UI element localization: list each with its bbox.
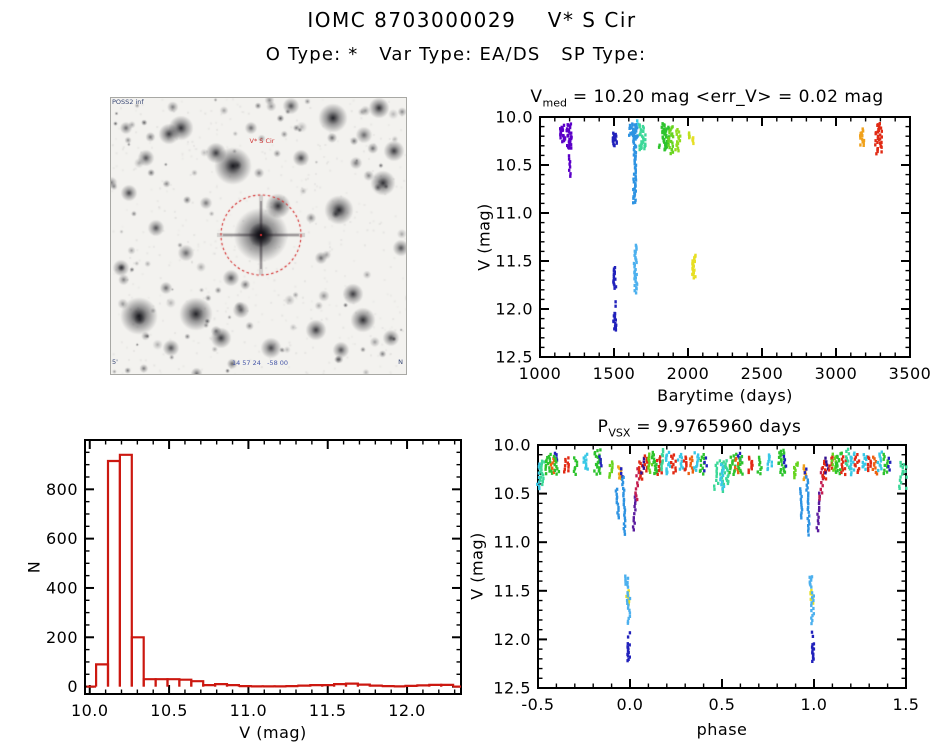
- histogram-bar: [202, 684, 217, 687]
- histogram-bar: [428, 683, 443, 687]
- x-tick-label: 3500: [889, 364, 932, 383]
- histogram-ylabel: N: [24, 560, 44, 574]
- histogram-bar: [356, 683, 371, 687]
- histogram-bar: [309, 684, 324, 687]
- x-tick-label: 12.0: [388, 701, 426, 720]
- x-tick-label: 11.0: [230, 701, 268, 720]
- y-tick-label: 11.0: [495, 204, 533, 223]
- histogram-bar: [380, 685, 395, 688]
- histogram-xlabel: V (mag): [239, 723, 307, 742]
- axis-frame: 10.0 10.5 11.0 11.5 12.0 0 200 400 600 800: [46, 439, 462, 720]
- x-tick-label: 10.0: [71, 701, 109, 720]
- x-tick-label: 1000: [519, 364, 562, 383]
- x-tick-label: -0.5: [521, 695, 554, 714]
- finder-orientation-label: N: [398, 358, 403, 366]
- y-tick-label: 12.0: [493, 630, 531, 649]
- histogram-bars: [86, 453, 461, 688]
- finder-chart-image: [110, 97, 407, 375]
- y-tick-label: 12.5: [493, 679, 531, 698]
- histogram-bar: [225, 684, 240, 687]
- lightcurve-ylabel: V (mag): [474, 203, 494, 271]
- finder-coords-label: 14 57 24 -58 00: [231, 359, 289, 367]
- page-subtitle: O Type: * Var Type: EA/DS SP Type:: [265, 44, 647, 65]
- x-tick-label: 1.5: [893, 695, 920, 714]
- histogram-bar: [297, 684, 312, 687]
- histogram-plot: 10.0 10.5 11.0 11.5 12.0 0 200 400 600 800: [46, 439, 462, 720]
- x-tick-label: 0.0: [617, 695, 644, 714]
- lightcurve-title-rest: = 10.20 mag <err_V> = 0.02 mag: [566, 87, 884, 107]
- y-tick-label: 800: [46, 480, 78, 499]
- y-tick-label: 10.0: [493, 436, 531, 455]
- histogram-bar: [154, 678, 169, 687]
- data-points: [559, 119, 883, 332]
- histogram-bar: [237, 685, 252, 688]
- finder-scale-label: 5': [112, 358, 118, 366]
- histogram-bar: [416, 684, 431, 687]
- lightcurve-title: Vmed = 10.20 mag <err_V> = 0.02 mag: [470, 87, 944, 109]
- axis-frame: -0.5 0.0 0.5 1.0 1.5 10.0 10.5 11.0 11.5 12.0 12.5: [493, 436, 919, 715]
- lightcurve-title-sub: med: [542, 96, 567, 110]
- data-points: [536, 447, 908, 663]
- y-tick-label: 11.5: [493, 581, 531, 600]
- histogram-bar: [178, 678, 193, 687]
- y-tick-label: 200: [46, 628, 78, 647]
- histogram-bar: [440, 683, 455, 687]
- y-tick-label: 11.5: [495, 252, 533, 271]
- x-tick-label: 3000: [815, 364, 858, 383]
- histogram-bar: [130, 636, 145, 687]
- histogram-bar: [344, 682, 359, 687]
- y-tick-label: 400: [46, 578, 78, 597]
- page-title: IOMC 8703000029 V* S Cir: [307, 8, 637, 32]
- finder-target-label: V* S Cir: [249, 137, 275, 145]
- y-tick-label: 600: [46, 529, 78, 548]
- x-tick-label: 11.5: [309, 701, 347, 720]
- phase-plot: -0.5 0.0 0.5 1.0 1.5 10.0 10.5 11.0 11.5 12.0 12.5: [493, 436, 919, 715]
- finder-chart: POSS2 inf V* S Cir 14 57 24 -58 00 5' N: [110, 97, 407, 375]
- phase-title: PVSX = 9.9765960 days: [455, 417, 944, 439]
- histogram-bar: [118, 453, 133, 687]
- phase-xlabel: phase: [696, 720, 748, 739]
- histogram-bar: [404, 684, 419, 687]
- y-tick-label: 10.0: [495, 108, 533, 127]
- histogram-bar: [142, 678, 157, 687]
- x-tick-label: 0.5: [709, 695, 736, 714]
- x-tick-label: 1.0: [801, 695, 828, 714]
- phase-ylabel: V (mag): [467, 532, 487, 600]
- phase-title-rest: = 9.9765960 days: [630, 417, 802, 437]
- histogram-bar: [106, 459, 121, 687]
- finder-survey-label: POSS2 inf: [112, 98, 144, 106]
- axis-frame: 1000 1500 2000 2500 3000 3500 10.0 10.5 11.0 11.5…: [495, 108, 932, 384]
- y-tick-label: 10.5: [493, 484, 531, 503]
- y-tick-label: 11.0: [493, 533, 531, 552]
- phase-title-base: P: [597, 417, 609, 437]
- lightcurve-plot: 1000 1500 2000 2500 3000 3500 10.0 10.5 11.0 11.5…: [495, 108, 932, 384]
- histogram-bar: [214, 683, 229, 687]
- histogram-bar: [285, 685, 300, 688]
- histogram-bar: [368, 684, 383, 687]
- x-tick-label: 2000: [667, 364, 710, 383]
- x-tick-label: 2500: [741, 364, 784, 383]
- lightcurve-xlabel: Barytime (days): [657, 386, 793, 405]
- x-tick-label: 10.5: [150, 701, 188, 720]
- lightcurve-title-base: V: [530, 87, 543, 107]
- y-tick-label: 12.0: [495, 300, 533, 319]
- histogram-bar: [333, 683, 348, 687]
- x-tick-label: 1500: [593, 364, 636, 383]
- y-tick-label: 12.5: [495, 348, 533, 367]
- histogram-bar: [95, 663, 110, 687]
- y-tick-label: 10.5: [495, 156, 533, 175]
- histogram-bar: [190, 680, 205, 687]
- y-tick-label: 0: [67, 677, 78, 696]
- phase-title-sub: VSX: [608, 426, 631, 440]
